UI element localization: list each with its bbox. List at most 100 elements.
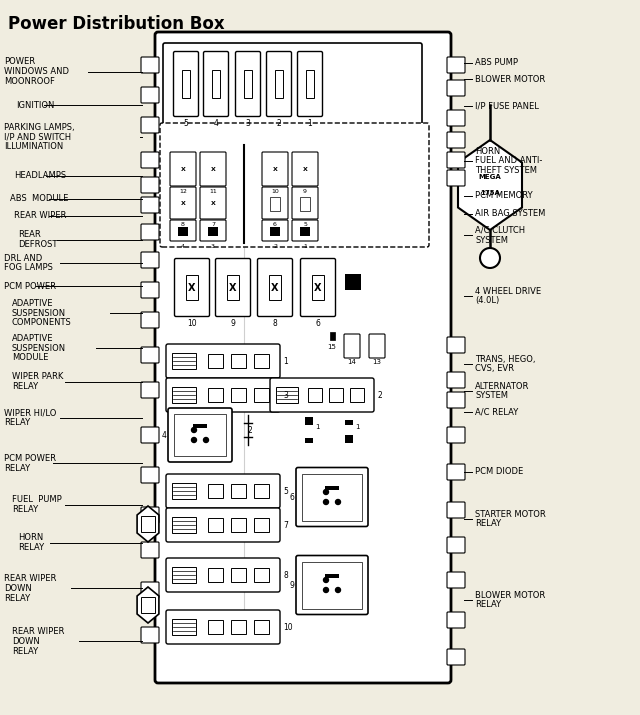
FancyBboxPatch shape bbox=[200, 187, 226, 219]
Text: 7: 7 bbox=[283, 521, 288, 530]
FancyBboxPatch shape bbox=[141, 117, 159, 133]
Text: PCM DIODE: PCM DIODE bbox=[475, 468, 524, 476]
FancyBboxPatch shape bbox=[141, 224, 159, 240]
Text: 9: 9 bbox=[303, 189, 307, 194]
Bar bbox=[178, 227, 188, 236]
Bar bbox=[330, 332, 335, 340]
Text: FUEL  PUMP
RELAY: FUEL PUMP RELAY bbox=[12, 495, 61, 514]
FancyBboxPatch shape bbox=[200, 152, 226, 186]
Text: X: X bbox=[273, 167, 277, 172]
FancyBboxPatch shape bbox=[166, 474, 280, 508]
Bar bbox=[325, 486, 339, 490]
Bar bbox=[182, 70, 190, 98]
Bar bbox=[244, 70, 252, 98]
Bar bbox=[172, 618, 196, 635]
Text: X: X bbox=[211, 200, 216, 205]
FancyBboxPatch shape bbox=[166, 610, 280, 644]
Circle shape bbox=[323, 588, 328, 593]
Bar bbox=[329, 388, 343, 402]
FancyBboxPatch shape bbox=[447, 57, 465, 73]
Bar bbox=[270, 197, 280, 210]
Circle shape bbox=[323, 578, 328, 583]
Bar bbox=[172, 387, 196, 403]
Text: AIR BAG SYSTEM: AIR BAG SYSTEM bbox=[475, 209, 545, 218]
FancyBboxPatch shape bbox=[447, 612, 465, 628]
Bar bbox=[300, 227, 310, 236]
Text: WIPER HI/LO
RELAY: WIPER HI/LO RELAY bbox=[4, 408, 56, 427]
Text: ADAPTIVE
SUSPENSION
MODULE: ADAPTIVE SUSPENSION MODULE bbox=[12, 334, 66, 363]
Bar bbox=[308, 388, 322, 402]
FancyBboxPatch shape bbox=[236, 51, 260, 117]
Text: STARTER MOTOR
RELAY: STARTER MOTOR RELAY bbox=[475, 510, 546, 528]
Bar bbox=[172, 483, 196, 499]
Text: REAR WIPER
DOWN
RELAY: REAR WIPER DOWN RELAY bbox=[12, 627, 65, 656]
Text: 11: 11 bbox=[209, 189, 217, 194]
Circle shape bbox=[335, 588, 340, 593]
FancyBboxPatch shape bbox=[170, 152, 196, 186]
Text: DRL AND
FOG LAMPS: DRL AND FOG LAMPS bbox=[4, 254, 53, 272]
Text: REAR WIPER
DOWN
RELAY: REAR WIPER DOWN RELAY bbox=[4, 574, 56, 603]
Bar bbox=[276, 387, 298, 403]
Text: X: X bbox=[188, 282, 196, 292]
Bar bbox=[270, 227, 280, 236]
Text: REAR
DEFROST: REAR DEFROST bbox=[18, 230, 58, 249]
Text: 12: 12 bbox=[179, 189, 187, 194]
Bar bbox=[172, 517, 196, 533]
Text: A/C CLUTCH
SYSTEM: A/C CLUTCH SYSTEM bbox=[475, 226, 525, 245]
Text: ABS PUMP: ABS PUMP bbox=[475, 59, 518, 67]
FancyBboxPatch shape bbox=[141, 87, 159, 103]
FancyBboxPatch shape bbox=[204, 51, 228, 117]
Text: POWER
WINDOWS AND
MOONROOF: POWER WINDOWS AND MOONROOF bbox=[4, 57, 69, 86]
FancyBboxPatch shape bbox=[141, 312, 159, 328]
Text: 5: 5 bbox=[184, 119, 188, 128]
Text: HORN
RELAY: HORN RELAY bbox=[18, 533, 44, 552]
Circle shape bbox=[191, 428, 196, 433]
Bar bbox=[227, 275, 239, 300]
Text: 4: 4 bbox=[214, 119, 218, 128]
Text: 2: 2 bbox=[248, 425, 253, 435]
FancyBboxPatch shape bbox=[141, 382, 159, 398]
Polygon shape bbox=[137, 506, 159, 542]
Text: 175A: 175A bbox=[480, 190, 500, 196]
Bar bbox=[254, 354, 269, 368]
Text: HEADLAMPS: HEADLAMPS bbox=[14, 172, 66, 180]
FancyBboxPatch shape bbox=[175, 259, 209, 317]
FancyBboxPatch shape bbox=[166, 558, 280, 592]
Text: 4 WHEEL DRIVE
(4.0L): 4 WHEEL DRIVE (4.0L) bbox=[475, 287, 541, 305]
Bar bbox=[345, 274, 361, 290]
Bar bbox=[254, 388, 269, 402]
Text: 9: 9 bbox=[289, 581, 294, 589]
FancyBboxPatch shape bbox=[166, 344, 280, 378]
Text: ADAPTIVE
SUSPENSION
COMPONENTS: ADAPTIVE SUSPENSION COMPONENTS bbox=[12, 299, 72, 327]
FancyBboxPatch shape bbox=[447, 170, 465, 186]
FancyBboxPatch shape bbox=[141, 152, 159, 168]
Text: IGNITION: IGNITION bbox=[16, 101, 54, 109]
FancyBboxPatch shape bbox=[262, 152, 288, 186]
FancyBboxPatch shape bbox=[344, 334, 360, 358]
Bar bbox=[254, 484, 269, 498]
Polygon shape bbox=[137, 587, 159, 623]
Text: 7: 7 bbox=[211, 222, 215, 227]
FancyBboxPatch shape bbox=[296, 556, 368, 614]
Bar bbox=[345, 435, 353, 443]
FancyBboxPatch shape bbox=[141, 177, 159, 193]
Circle shape bbox=[335, 500, 340, 505]
Bar bbox=[345, 420, 353, 425]
Text: PARKING LAMPS,
I/P AND SWITCH
ILLUMINATION: PARKING LAMPS, I/P AND SWITCH ILLUMINATI… bbox=[4, 123, 75, 152]
FancyBboxPatch shape bbox=[447, 649, 465, 665]
Bar bbox=[207, 484, 223, 498]
Bar bbox=[325, 574, 339, 578]
FancyBboxPatch shape bbox=[141, 252, 159, 268]
Bar bbox=[306, 70, 314, 98]
Text: 8: 8 bbox=[273, 319, 277, 328]
Text: ALTERNATOR
SYSTEM: ALTERNATOR SYSTEM bbox=[475, 382, 529, 400]
Bar bbox=[254, 568, 269, 582]
FancyBboxPatch shape bbox=[141, 467, 159, 483]
Text: TRANS, HEGO,
CVS, EVR: TRANS, HEGO, CVS, EVR bbox=[475, 355, 536, 373]
Circle shape bbox=[323, 500, 328, 505]
Bar bbox=[207, 354, 223, 368]
Polygon shape bbox=[458, 140, 522, 230]
FancyBboxPatch shape bbox=[292, 152, 318, 186]
Text: 8: 8 bbox=[283, 571, 288, 579]
FancyBboxPatch shape bbox=[141, 582, 159, 598]
